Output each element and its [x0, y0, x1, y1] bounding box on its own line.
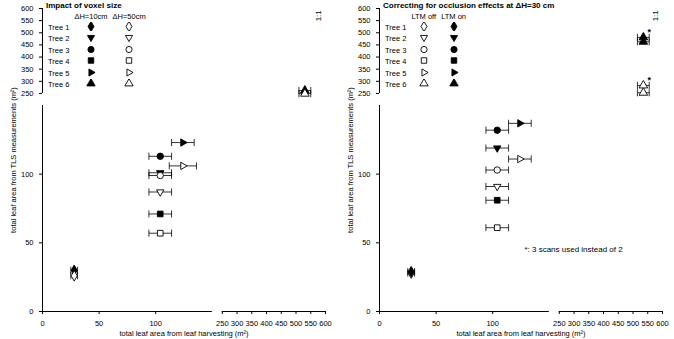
- svg-text:400: 400: [260, 319, 273, 328]
- svg-text:0: 0: [377, 319, 381, 328]
- svg-text:1:1: 1:1: [314, 10, 323, 22]
- svg-text:50: 50: [362, 238, 370, 247]
- html-text:Tree 4: Tree 4: [48, 57, 70, 66]
- svg-text:400: 400: [21, 52, 34, 61]
- svg-text:350: 350: [583, 319, 596, 328]
- svg-text:350: 350: [246, 319, 259, 328]
- svg-text:550: 550: [641, 319, 654, 328]
- svg-text:600: 600: [358, 4, 371, 13]
- svg-text:400: 400: [597, 319, 610, 328]
- html-text:Tree 4: Tree 4: [385, 57, 407, 66]
- svg-text:550: 550: [358, 16, 371, 25]
- svg-text:300: 300: [21, 77, 34, 86]
- svg-text:450: 450: [358, 40, 371, 49]
- svg-text:550: 550: [21, 16, 34, 25]
- svg-text:100: 100: [358, 170, 371, 179]
- html-text:Tree 1: Tree 1: [385, 22, 407, 32]
- html-text:Tree 1: Tree 1: [48, 22, 70, 32]
- svg-text:0: 0: [29, 307, 33, 316]
- svg-text:*: 3 scans used instead of 2: *: 3 scans used instead of 2: [524, 245, 623, 254]
- svg-text:500: 500: [290, 319, 303, 328]
- html-text:LTM on: LTM on: [441, 12, 466, 21]
- html-text:Tree 3: Tree 3: [48, 45, 70, 55]
- svg-text:450: 450: [21, 40, 34, 49]
- svg-text:total leaf area from leaf harv: total leaf area from leaf harvesting (m²…: [456, 329, 586, 338]
- html-text:ΔH=50cm: ΔH=50cm: [112, 12, 146, 21]
- svg-text:450: 450: [275, 319, 288, 328]
- svg-text:total leaf area from TLS measu: total leaf area from TLS measurements (m…: [346, 87, 355, 233]
- html-text:Tree 5: Tree 5: [48, 68, 70, 78]
- svg-text:0: 0: [366, 307, 370, 316]
- svg-text:500: 500: [21, 28, 34, 37]
- svg-text:250: 250: [216, 319, 229, 328]
- html-text:LTM off: LTM off: [411, 12, 437, 21]
- html-text:Tree 2: Tree 2: [48, 34, 70, 43]
- svg-text:450: 450: [612, 319, 625, 328]
- svg-text:600: 600: [319, 319, 332, 328]
- svg-text:*: *: [648, 27, 652, 37]
- svg-text:600: 600: [656, 319, 669, 328]
- html-text:Correcting for occlusion effec: Correcting for occlusion effects at ΔH=3…: [383, 1, 555, 10]
- svg-text:300: 300: [231, 319, 244, 328]
- svg-text:0: 0: [40, 319, 44, 328]
- html-text:Impact of voxel size: Impact of voxel size: [46, 1, 122, 10]
- svg-text:total leaf area from leaf harv: total leaf area from leaf harvesting (m²…: [119, 329, 249, 338]
- svg-text:50: 50: [25, 238, 33, 247]
- svg-text:300: 300: [568, 319, 581, 328]
- html-text:Tree 6: Tree 6: [48, 80, 70, 89]
- svg-text:1:1: 1:1: [651, 10, 660, 22]
- svg-text:350: 350: [21, 65, 34, 74]
- svg-text:400: 400: [358, 52, 371, 61]
- svg-text:550: 550: [304, 319, 317, 328]
- html-text:Tree 3: Tree 3: [385, 45, 407, 55]
- svg-text:500: 500: [627, 319, 640, 328]
- svg-text:300: 300: [358, 77, 371, 86]
- svg-text:250: 250: [553, 319, 566, 328]
- svg-text:100: 100: [21, 170, 34, 179]
- svg-text:100: 100: [149, 319, 162, 328]
- svg-text:100: 100: [486, 319, 499, 328]
- html-text:Tree 2: Tree 2: [385, 34, 407, 43]
- svg-text:250: 250: [358, 89, 371, 98]
- svg-text:50: 50: [95, 319, 103, 328]
- svg-text:50: 50: [432, 319, 440, 328]
- svg-text:*: *: [648, 75, 652, 85]
- svg-text:600: 600: [21, 4, 34, 13]
- html-text:Tree 6: Tree 6: [385, 80, 407, 89]
- svg-text:350: 350: [358, 65, 371, 74]
- svg-text:total leaf area from TLS measu: total leaf area from TLS measurements (m…: [9, 87, 18, 233]
- svg-text:500: 500: [358, 28, 371, 37]
- svg-text:250: 250: [21, 89, 34, 98]
- html-text:ΔH=10cm: ΔH=10cm: [74, 12, 108, 21]
- html-text:Tree 5: Tree 5: [385, 68, 407, 78]
